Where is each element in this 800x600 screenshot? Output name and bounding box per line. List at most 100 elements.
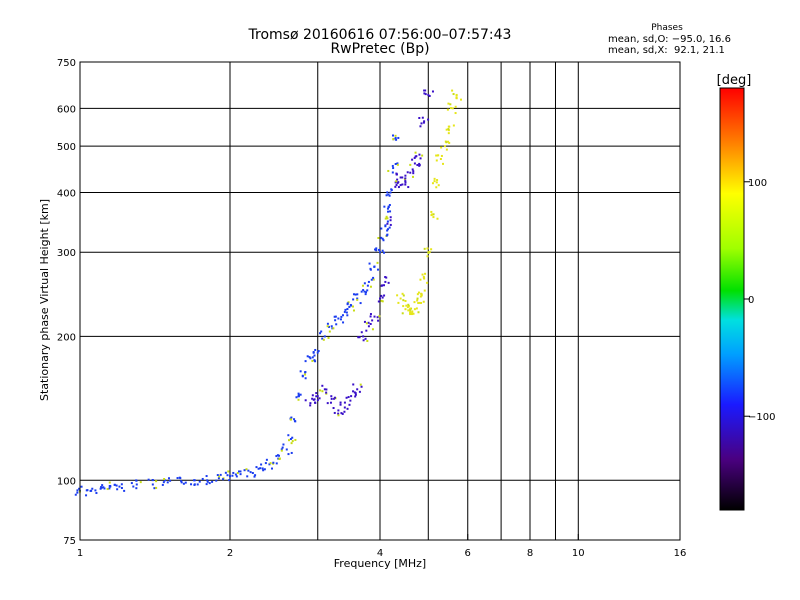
data-point	[251, 472, 254, 475]
data-point	[309, 402, 312, 405]
x-tick-label: 4	[377, 548, 383, 559]
x-tick-label: 16	[674, 548, 687, 559]
data-point	[406, 171, 409, 174]
data-point	[167, 477, 170, 480]
data-point	[337, 317, 340, 320]
data-point	[414, 151, 417, 154]
y-tick-label: 400	[57, 188, 76, 199]
data-point	[304, 377, 307, 380]
data-point	[412, 172, 415, 175]
data-point	[334, 315, 337, 318]
data-point	[413, 162, 416, 165]
data-point	[386, 217, 389, 220]
data-point	[323, 388, 326, 391]
data-point	[346, 407, 349, 410]
data-point	[265, 458, 268, 461]
data-point	[316, 399, 319, 402]
data-point	[352, 293, 355, 296]
data-point	[417, 311, 420, 314]
data-point	[419, 157, 422, 160]
data-point	[451, 89, 454, 92]
data-point	[311, 356, 314, 359]
data-point	[269, 462, 272, 465]
data-point	[301, 374, 304, 377]
data-point	[376, 261, 379, 264]
data-point	[360, 290, 363, 293]
data-point	[383, 284, 386, 287]
data-point	[340, 315, 343, 318]
data-point	[397, 301, 400, 304]
data-point	[120, 487, 123, 490]
data-point	[388, 226, 391, 229]
data-point	[277, 457, 280, 460]
data-point	[102, 486, 105, 489]
data-point	[341, 412, 344, 415]
data-point	[234, 473, 237, 476]
data-point	[386, 191, 389, 194]
data-point	[386, 222, 389, 225]
data-point	[435, 181, 438, 184]
data-point	[420, 292, 423, 295]
data-point	[383, 205, 386, 208]
data-point	[216, 474, 219, 477]
data-point	[311, 394, 314, 397]
data-point	[390, 189, 393, 192]
data-point	[155, 480, 158, 483]
data-point	[247, 469, 250, 472]
data-point	[416, 299, 419, 302]
data-point	[383, 251, 386, 254]
data-point	[432, 213, 435, 216]
data-point	[343, 410, 346, 413]
data-point	[287, 439, 290, 442]
data-point	[285, 448, 288, 451]
data-point	[409, 308, 412, 311]
data-point	[401, 176, 404, 179]
data-point	[416, 164, 419, 167]
data-point	[420, 301, 423, 304]
data-point	[358, 390, 361, 393]
data-point	[227, 470, 230, 473]
data-point	[379, 251, 381, 254]
data-point	[426, 247, 429, 250]
data-point	[224, 471, 227, 474]
data-point	[190, 483, 193, 486]
data-point	[424, 272, 427, 275]
data-point	[381, 284, 384, 287]
data-point	[351, 305, 354, 308]
data-point	[349, 399, 352, 402]
data-point	[312, 398, 315, 401]
data-point	[108, 484, 111, 487]
data-point	[314, 348, 317, 351]
data-point	[394, 163, 397, 166]
data-point	[372, 276, 375, 279]
data-point	[311, 359, 314, 362]
y-tick-label: 200	[57, 332, 76, 343]
data-point	[380, 294, 383, 297]
data-point	[333, 411, 336, 414]
data-point	[386, 220, 389, 223]
data-point	[323, 335, 326, 338]
data-point	[413, 308, 416, 311]
chart-subtitle: RwPretec (Bp)	[330, 41, 430, 57]
data-point	[316, 395, 319, 398]
data-point	[304, 373, 307, 376]
data-point	[339, 403, 342, 406]
data-point	[331, 327, 334, 330]
data-point	[290, 442, 293, 445]
data-point	[416, 293, 419, 296]
data-point	[294, 420, 297, 423]
data-point	[421, 116, 424, 119]
data-point	[360, 331, 363, 334]
data-point	[103, 487, 106, 490]
data-point	[446, 108, 449, 111]
data-point	[178, 476, 181, 479]
data-point	[356, 298, 359, 301]
data-point	[404, 174, 407, 177]
data-point	[406, 306, 409, 309]
data-point	[315, 392, 318, 395]
data-point	[423, 92, 426, 95]
data-point	[424, 89, 427, 92]
data-point	[423, 89, 426, 92]
phase-stats-o: mean, sd,O: −95.0, 16.6	[608, 34, 731, 45]
data-point	[423, 289, 426, 292]
